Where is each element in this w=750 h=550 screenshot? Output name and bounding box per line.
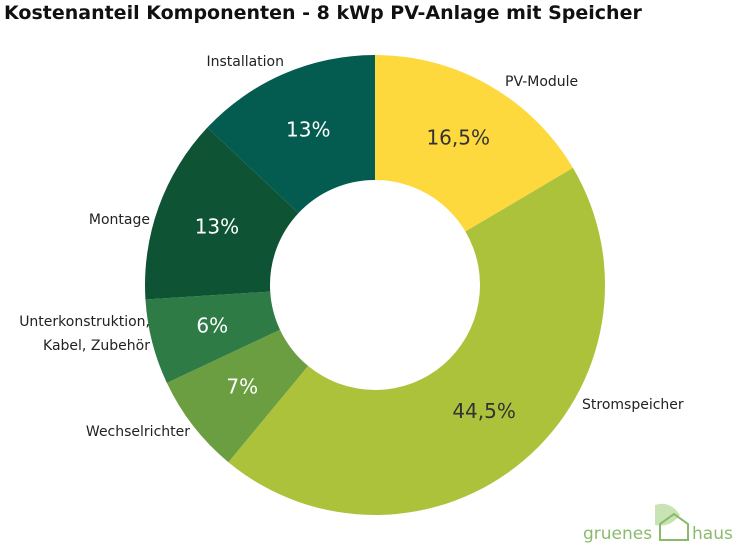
value-label: 13%	[195, 215, 239, 239]
category-label: Stromspeicher	[582, 397, 684, 413]
value-label: 16,5%	[426, 126, 490, 150]
donut-slice	[375, 55, 573, 232]
value-label: 44,5%	[452, 399, 516, 423]
category-label: Unterkonstruktion, Kabel, Zubehör	[19, 314, 150, 354]
category-label: Installation	[206, 54, 284, 70]
donut-slice	[228, 167, 605, 515]
donut-slice	[207, 55, 375, 214]
logo-text: haus	[692, 524, 733, 544]
donut-slice	[145, 127, 299, 300]
donut-slice	[145, 291, 280, 383]
category-label: Wechselrichter	[85, 424, 190, 440]
logo-icon	[655, 503, 689, 541]
value-label: 7%	[226, 374, 258, 398]
category-label: Montage	[88, 212, 150, 228]
logo-text: gruenes	[583, 524, 653, 544]
value-label: 13%	[286, 117, 330, 141]
chart-title: Kostenanteil Komponenten - 8 kWp PV-Anla…	[4, 2, 642, 24]
value-label: 6%	[196, 313, 228, 337]
category-label: PV-Module	[505, 74, 579, 90]
donut-slice	[166, 329, 309, 463]
